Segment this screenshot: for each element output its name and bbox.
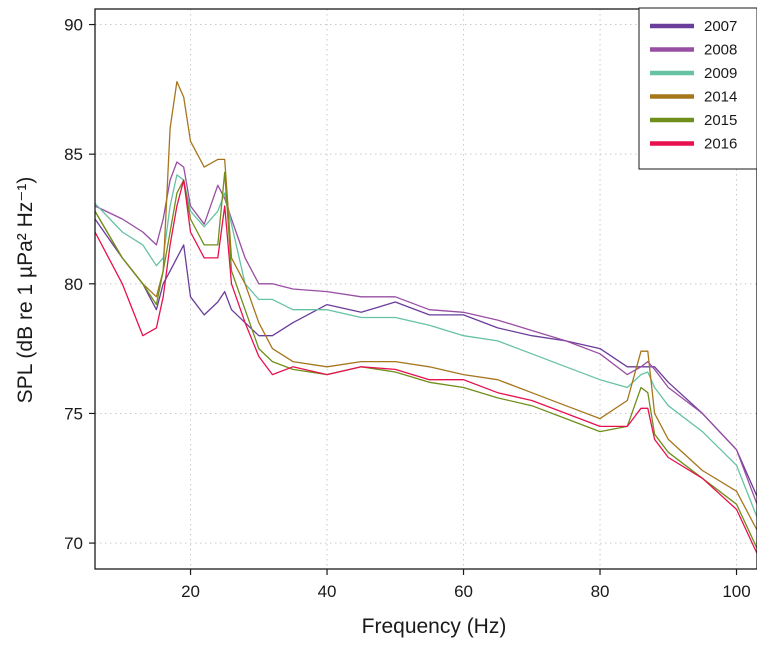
series-lines bbox=[94, 80, 757, 554]
x-tick-label: 40 bbox=[318, 582, 337, 601]
y-tick-label: 70 bbox=[64, 534, 83, 553]
series-line-2014 bbox=[94, 80, 757, 531]
legend-label-2008: 2008 bbox=[704, 42, 737, 59]
y-tick-label: 85 bbox=[64, 145, 83, 164]
gridlines bbox=[95, 9, 757, 569]
y-axis: 70 75 80 85 90 bbox=[64, 16, 95, 553]
legend-label-2007: 2007 bbox=[704, 18, 737, 35]
series-line-2008 bbox=[94, 161, 757, 505]
x-axis: 20 40 60 80 100 bbox=[181, 569, 751, 601]
legend-label-2016: 2016 bbox=[704, 136, 737, 153]
x-tick-label: 80 bbox=[591, 582, 610, 601]
legend: 2007 2008 2009 2014 2015 2016 bbox=[638, 7, 757, 170]
x-tick-label: 20 bbox=[181, 582, 200, 601]
series-line-2015 bbox=[94, 171, 757, 549]
y-tick-label: 75 bbox=[64, 404, 83, 423]
series-line-2016 bbox=[94, 179, 757, 554]
legend-label-2009: 2009 bbox=[704, 65, 737, 82]
legend-label-2015: 2015 bbox=[704, 112, 737, 129]
y-tick-label: 90 bbox=[64, 16, 83, 35]
x-tick-label: 60 bbox=[454, 582, 473, 601]
y-tick-label: 80 bbox=[64, 275, 83, 294]
series-line-2007 bbox=[94, 218, 757, 497]
x-axis-title: Frequency (Hz) bbox=[362, 615, 507, 638]
plot-frame bbox=[94, 8, 757, 570]
series-line-2009 bbox=[94, 174, 757, 518]
y-axis-title: SPL (dB re 1 µPa² Hz⁻¹) bbox=[14, 177, 37, 404]
x-tick-label: 100 bbox=[722, 582, 750, 601]
legend-label-2014: 2014 bbox=[704, 89, 737, 106]
